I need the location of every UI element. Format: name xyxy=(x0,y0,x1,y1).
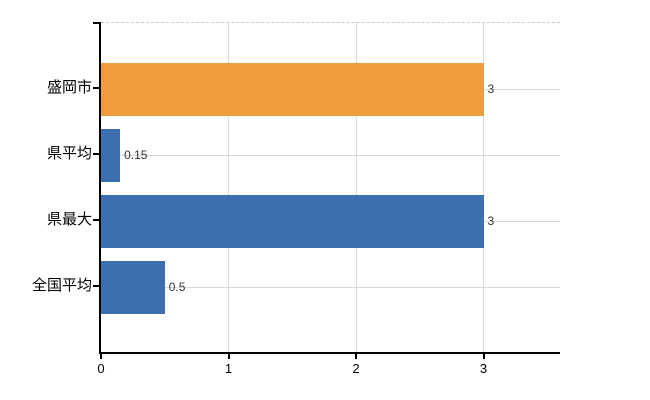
plot-area: 3 0.15 3 0.5 xyxy=(101,22,560,352)
bar xyxy=(101,62,484,116)
vertical-gridline xyxy=(483,23,484,352)
bar-value-label: 0.5 xyxy=(168,280,186,294)
x-axis-tick-label: 0 xyxy=(97,361,105,376)
bar xyxy=(101,260,165,314)
y-axis-tick xyxy=(93,153,100,155)
category-label: 全国平均 xyxy=(31,277,92,294)
y-axis-top-tick xyxy=(93,22,100,24)
x-axis-tick-label: 2 xyxy=(352,361,360,376)
y-axis-line xyxy=(99,22,101,353)
bar-value-label: 0.15 xyxy=(124,148,148,162)
x-axis-tick xyxy=(100,352,102,359)
x-axis-tick xyxy=(355,352,357,359)
category-label: 盛岡市 xyxy=(46,79,92,96)
y-axis-tick xyxy=(93,219,100,221)
vertical-gridline xyxy=(228,23,229,352)
x-axis-tick xyxy=(227,352,230,359)
bar xyxy=(101,128,121,182)
category-label: 県平均 xyxy=(46,145,92,162)
category-gridline xyxy=(101,286,560,288)
bar xyxy=(101,194,484,248)
category-label: 県最大 xyxy=(46,211,92,228)
y-axis-tick xyxy=(93,87,100,89)
x-axis-line xyxy=(99,352,560,354)
bar-value-label: 3 xyxy=(487,82,495,96)
x-axis-tick xyxy=(482,352,485,359)
y-axis-tick xyxy=(93,285,100,287)
category-gridline xyxy=(101,154,560,156)
bar-value-label: 3 xyxy=(487,214,495,228)
x-axis-tick-label: 3 xyxy=(479,361,488,376)
x-axis-tick-label: 1 xyxy=(224,361,233,376)
vertical-gridline xyxy=(355,23,357,352)
